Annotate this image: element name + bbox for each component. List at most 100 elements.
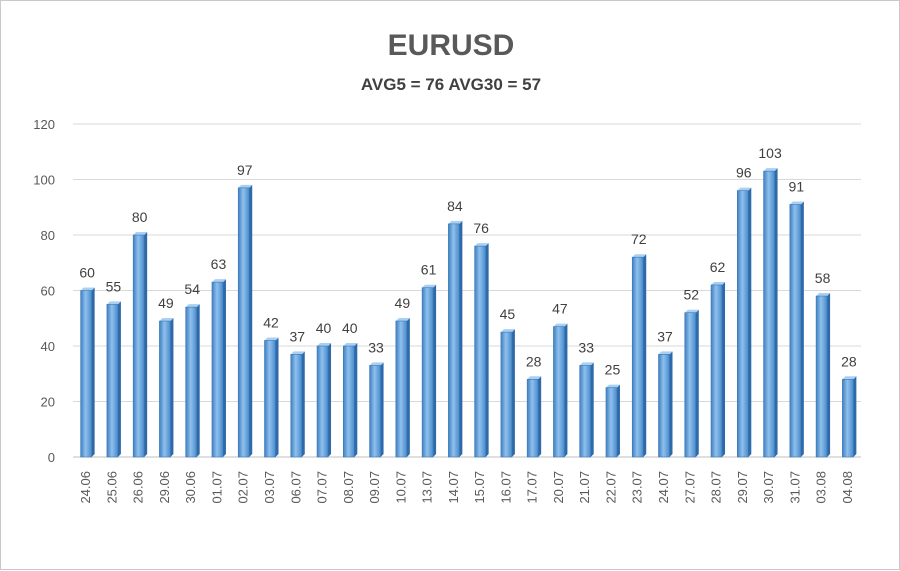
- bar: [842, 378, 854, 458]
- x-tick-label: 06.07: [288, 471, 303, 504]
- data-label: 58: [815, 270, 831, 286]
- bar: [789, 204, 802, 458]
- data-label: 84: [447, 198, 463, 214]
- bar-01.07: [211, 279, 226, 458]
- bar-top: [80, 287, 95, 291]
- y-tick-label: 100: [33, 173, 55, 188]
- bar-top: [264, 337, 279, 341]
- x-tick-label: 16.07: [498, 471, 513, 504]
- data-label: 103: [758, 145, 782, 161]
- x-tick-label: 22.07: [603, 471, 618, 504]
- bar-side: [301, 351, 305, 457]
- y-tick-label: 60: [41, 284, 55, 299]
- bar-side: [196, 304, 200, 457]
- x-axis: 24.06 25.06 26.06 29.06 30.06 01.07 02.07 03.07…: [78, 471, 855, 504]
- bar: [132, 234, 145, 458]
- bar: [395, 320, 408, 458]
- data-label: 40: [316, 320, 332, 336]
- bar-28.07: [710, 281, 726, 458]
- x-tick-label: 31.07: [787, 471, 802, 504]
- bar: [159, 320, 171, 458]
- bar-top: [527, 376, 542, 380]
- chart-title: EURUSD: [387, 29, 515, 62]
- bar-16.07: [500, 329, 515, 458]
- bar: [290, 354, 303, 458]
- x-tick-label: 24.06: [78, 471, 93, 504]
- bar-17.07: [526, 376, 542, 458]
- x-tick-label: 07.07: [315, 471, 330, 504]
- bar-side: [433, 284, 437, 457]
- bar-25.06: [106, 301, 121, 458]
- data-label: 62: [710, 259, 726, 275]
- bar-side: [748, 187, 752, 457]
- bar-side: [459, 220, 463, 457]
- bar-03.08: [815, 293, 831, 458]
- data-label: 61: [421, 262, 437, 278]
- bar-27.07: [684, 309, 699, 458]
- bar-30.07: [763, 168, 778, 458]
- bar-15.07: [474, 243, 489, 458]
- bar-top: [211, 279, 226, 283]
- bar-side: [538, 376, 542, 457]
- x-tick-label: 25.06: [104, 471, 119, 504]
- bar-side: [406, 318, 410, 457]
- bar: [185, 306, 197, 458]
- bar: [237, 187, 250, 458]
- bar: [421, 287, 434, 458]
- bar-top: [185, 304, 200, 308]
- data-label: 33: [578, 339, 594, 355]
- x-tick-label: 02.07: [236, 471, 251, 504]
- x-tick-label: 26.06: [131, 471, 146, 504]
- bar-24.06: [80, 287, 95, 458]
- bar-31.07: [789, 201, 804, 458]
- bar-top: [106, 301, 121, 305]
- bar: [684, 312, 697, 458]
- y-tick-label: 80: [41, 228, 55, 243]
- bar: [763, 170, 775, 458]
- bar: [710, 284, 723, 458]
- x-tick-label: 30.06: [183, 471, 198, 504]
- data-label: 37: [657, 328, 673, 344]
- bar: [474, 245, 486, 458]
- bar-21.07: [579, 362, 594, 458]
- bar: [80, 290, 92, 458]
- bar: [500, 331, 513, 458]
- x-tick-label: 21.07: [577, 471, 592, 504]
- x-tick-label: 28.07: [709, 471, 724, 504]
- data-label: 33: [368, 339, 384, 355]
- x-tick-label: 09.07: [367, 471, 382, 504]
- x-tick-label: 30.07: [761, 471, 776, 504]
- bar: [526, 378, 539, 458]
- bar-top: [238, 184, 253, 188]
- x-tick-label: 13.07: [420, 471, 435, 504]
- data-label: 28: [526, 353, 542, 369]
- data-label: 45: [500, 306, 516, 322]
- bar-top: [500, 329, 515, 333]
- gridlines: [73, 123, 861, 458]
- bar: [211, 281, 224, 458]
- bar-top: [343, 343, 358, 346]
- bars: 60 55 80 49 54 63 97 42 37 40 40 33 49 61 84 76 45 28 47 33…: [79, 145, 857, 458]
- bar-26.06: [132, 232, 148, 458]
- bar-top: [133, 232, 148, 235]
- bar-23.07: [631, 254, 647, 458]
- bar-13.07: [421, 284, 437, 458]
- bar-top: [369, 362, 384, 366]
- data-label: 42: [263, 314, 279, 330]
- bar-top: [842, 376, 857, 380]
- bar-top: [448, 220, 463, 224]
- data-label: 40: [342, 320, 358, 336]
- bar-side: [590, 362, 594, 457]
- bar-top: [395, 318, 410, 322]
- bar-side: [354, 343, 358, 457]
- bar-side: [275, 337, 279, 457]
- bar-24.07: [658, 351, 673, 458]
- bar-side: [511, 329, 515, 457]
- bar-side: [800, 201, 804, 457]
- bar-14.07: [448, 220, 463, 458]
- bar-top: [605, 384, 620, 388]
- bar-10.07: [395, 318, 410, 458]
- y-axis: 0 20 40 60 80 100 120: [33, 117, 55, 465]
